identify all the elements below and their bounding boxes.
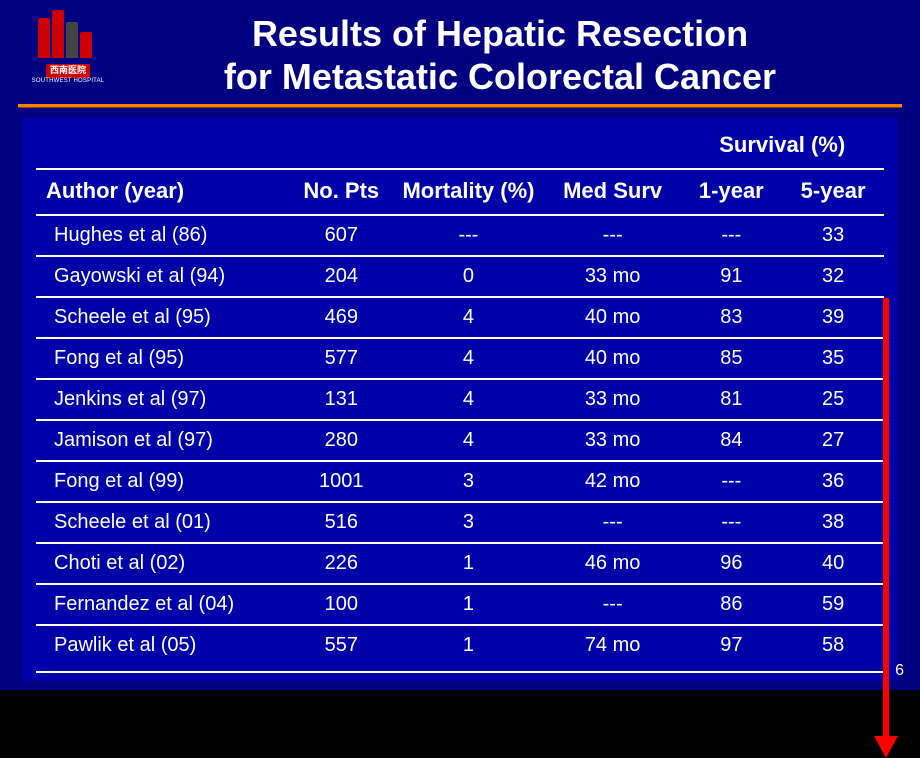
survival-group-row: Survival (%)	[36, 124, 884, 169]
table-cell: 0	[392, 256, 545, 297]
table-cell: 226	[290, 543, 392, 584]
table-cell: Choti et al (02)	[36, 543, 290, 584]
table-cell: ---	[680, 502, 782, 543]
table-cell: Jenkins et al (97)	[36, 379, 290, 420]
logo-text-cn: 西南医院	[46, 64, 90, 78]
table-cell: ---	[680, 215, 782, 256]
column-header: Med Surv	[545, 169, 681, 215]
column-header: 1-year	[680, 169, 782, 215]
table-cell: 33 mo	[545, 379, 681, 420]
table-cell: 100	[290, 584, 392, 625]
table-row: Scheele et al (01)5163------38	[36, 502, 884, 543]
table-cell: 3	[392, 502, 545, 543]
table-cell: ---	[392, 215, 545, 256]
results-table-container: Survival (%) Author (year)No. PtsMortali…	[22, 118, 898, 681]
table-cell: Scheele et al (95)	[36, 297, 290, 338]
table-cell: 32	[782, 256, 884, 297]
table-cell: 1	[392, 625, 545, 672]
table-cell: 577	[290, 338, 392, 379]
table-cell: 557	[290, 625, 392, 672]
table-cell: 3	[392, 461, 545, 502]
survival-group-header: Survival (%)	[684, 132, 880, 158]
table-cell: 469	[290, 297, 392, 338]
title-underline	[18, 104, 902, 108]
table-cell: Gayowski et al (94)	[36, 256, 290, 297]
table-cell: 4	[392, 297, 545, 338]
table-cell: 59	[782, 584, 884, 625]
page-number: 6	[895, 662, 904, 680]
table-cell: Fong et al (95)	[36, 338, 290, 379]
logo-text-en: SOUTHWEST HOSPITAL	[18, 78, 118, 84]
table-row: Fong et al (99)1001342 mo---36	[36, 461, 884, 502]
table-cell: 516	[290, 502, 392, 543]
table-row: Jenkins et al (97)131433 mo8125	[36, 379, 884, 420]
table-cell: 40 mo	[545, 297, 681, 338]
column-header: Author (year)	[36, 169, 290, 215]
table-header-row: Author (year)No. PtsMortality (%)Med Sur…	[36, 169, 884, 215]
table-cell: 35	[782, 338, 884, 379]
table-row: Hughes et al (86)607---------33	[36, 215, 884, 256]
table-cell: 40	[782, 543, 884, 584]
table-cell: ---	[680, 461, 782, 502]
table-cell: 74 mo	[545, 625, 681, 672]
table-row: Choti et al (02)226146 mo9640	[36, 543, 884, 584]
table-cell: 36	[782, 461, 884, 502]
table-cell: 204	[290, 256, 392, 297]
column-header: Mortality (%)	[392, 169, 545, 215]
title-line-1: Results of Hepatic Resection	[130, 12, 870, 55]
table-cell: 33	[782, 215, 884, 256]
table-cell: 607	[290, 215, 392, 256]
title-line-2: for Metastatic Colorectal Cancer	[130, 55, 870, 98]
hospital-logo: 西南医院 SOUTHWEST HOSPITAL	[18, 8, 118, 84]
table-cell: ---	[545, 584, 681, 625]
results-table: Survival (%) Author (year)No. PtsMortali…	[36, 124, 884, 673]
table-cell: 58	[782, 625, 884, 672]
table-cell: 40 mo	[545, 338, 681, 379]
table-cell: 4	[392, 379, 545, 420]
table-cell: 33 mo	[545, 256, 681, 297]
table-cell: 38	[782, 502, 884, 543]
table-cell: 4	[392, 420, 545, 461]
table-cell: Pawlik et al (05)	[36, 625, 290, 672]
column-header: 5-year	[782, 169, 884, 215]
table-cell: 1	[392, 543, 545, 584]
logo-icon	[36, 8, 100, 58]
table-cell: 280	[290, 420, 392, 461]
table-cell: Fernandez et al (04)	[36, 584, 290, 625]
table-cell: 39	[782, 297, 884, 338]
table-cell: Fong et al (99)	[36, 461, 290, 502]
table-row: Pawlik et al (05)557174 mo9758	[36, 625, 884, 672]
table-cell: 27	[782, 420, 884, 461]
table-row: Gayowski et al (94)204033 mo9132	[36, 256, 884, 297]
table-cell: 33 mo	[545, 420, 681, 461]
table-cell: ---	[545, 215, 681, 256]
table-cell: 1001	[290, 461, 392, 502]
table-cell: 96	[680, 543, 782, 584]
table-cell: 84	[680, 420, 782, 461]
table-row: Fernandez et al (04)1001---8659	[36, 584, 884, 625]
slide-title: Results of Hepatic Resection for Metasta…	[130, 12, 870, 98]
table-row: Jamison et al (97)280433 mo8427	[36, 420, 884, 461]
table-cell: 83	[680, 297, 782, 338]
table-cell: 1	[392, 584, 545, 625]
table-cell: 131	[290, 379, 392, 420]
table-cell: 81	[680, 379, 782, 420]
table-cell: 91	[680, 256, 782, 297]
table-cell: Scheele et al (01)	[36, 502, 290, 543]
slide: 西南医院 SOUTHWEST HOSPITAL Results of Hepat…	[0, 0, 920, 690]
trend-arrow-icon	[876, 298, 896, 754]
table-row: Scheele et al (95)469440 mo8339	[36, 297, 884, 338]
table-cell: 25	[782, 379, 884, 420]
table-cell: 42 mo	[545, 461, 681, 502]
table-cell: ---	[545, 502, 681, 543]
table-row: Fong et al (95)577440 mo8535	[36, 338, 884, 379]
table-cell: 4	[392, 338, 545, 379]
table-cell: 46 mo	[545, 543, 681, 584]
table-cell: Jamison et al (97)	[36, 420, 290, 461]
table-cell: Hughes et al (86)	[36, 215, 290, 256]
table-cell: 86	[680, 584, 782, 625]
table-cell: 85	[680, 338, 782, 379]
table-cell: 97	[680, 625, 782, 672]
column-header: No. Pts	[290, 169, 392, 215]
